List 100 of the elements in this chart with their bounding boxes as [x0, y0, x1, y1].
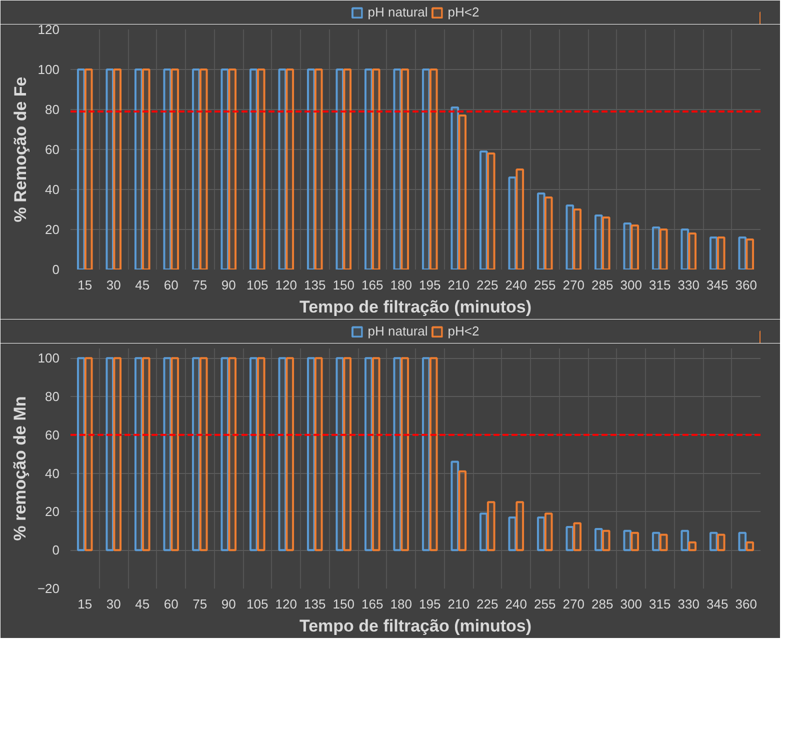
bar — [249, 68, 258, 270]
bar — [306, 68, 316, 270]
x-tick-label: 270 — [562, 596, 584, 612]
x-tick-label: 240 — [505, 278, 527, 292]
bar — [142, 357, 150, 552]
bar — [486, 152, 496, 270]
x-tick-label: 255 — [534, 596, 556, 612]
bar — [336, 68, 344, 270]
x-tick-label: 285 — [592, 596, 614, 612]
bar — [220, 68, 230, 270]
bar — [170, 68, 180, 270]
bar — [738, 532, 747, 552]
y-tick-label: 0 — [52, 262, 60, 277]
bar — [508, 176, 517, 270]
x-tick-label: 120 — [275, 596, 297, 612]
bar — [192, 357, 200, 552]
bar — [738, 236, 747, 270]
bar — [422, 68, 430, 270]
x-tick-label: 165 — [362, 278, 384, 292]
bar — [566, 526, 574, 552]
bar — [630, 224, 640, 270]
bar — [659, 228, 668, 270]
x-tick-label: 180 — [390, 596, 412, 612]
bar — [688, 541, 697, 552]
x-tick-label: 150 — [332, 596, 354, 612]
y-tick-label: 100 — [38, 62, 60, 77]
x-tick-label: 360 — [735, 278, 757, 292]
x-tick-label: 330 — [678, 596, 700, 612]
x-tick-label: 45 — [135, 278, 150, 292]
bar — [228, 68, 237, 270]
bar — [544, 512, 553, 552]
bar — [652, 226, 660, 270]
bar — [422, 357, 430, 552]
bar — [306, 357, 316, 552]
y-axis-title: % remoção de Mn — [10, 396, 30, 541]
bar — [84, 357, 93, 552]
x-tick-label: 240 — [505, 596, 527, 612]
bar — [450, 106, 460, 270]
bar — [458, 470, 467, 552]
bar — [113, 357, 122, 552]
bar — [199, 357, 208, 552]
bar — [364, 68, 373, 270]
bar — [709, 236, 718, 270]
bar — [573, 208, 582, 270]
x-tick-label: 75 — [192, 278, 208, 292]
y-tick-label: 60 — [45, 427, 60, 442]
bar — [716, 236, 726, 270]
x-tick-label: 60 — [164, 278, 178, 292]
bar — [594, 214, 603, 270]
bar — [106, 68, 114, 270]
y-axis-title: % Remoção de Fe — [10, 76, 30, 222]
bar — [716, 534, 726, 552]
y-tick-label: 0 — [52, 542, 60, 558]
y-tick-label: 80 — [45, 102, 60, 117]
x-tick-label: 330 — [678, 278, 700, 292]
x-tick-label: 300 — [620, 596, 642, 612]
y-tick-label: 20 — [45, 504, 60, 520]
bar — [364, 357, 373, 552]
bar — [372, 357, 380, 552]
x-axis-title: Tempo de filtração (minutos) — [299, 298, 532, 316]
bar — [594, 528, 603, 552]
bar — [429, 68, 438, 270]
x-tick-label: 105 — [246, 278, 268, 292]
bar — [746, 541, 754, 552]
bar — [602, 216, 610, 270]
x-tick-label: 90 — [221, 596, 236, 612]
x-tick-label: 270 — [562, 278, 584, 292]
bar — [516, 501, 524, 552]
bar — [400, 357, 410, 552]
bar — [479, 150, 488, 270]
x-tick-label: 30 — [106, 596, 121, 612]
bar — [286, 357, 294, 552]
x-tick-label: 15 — [78, 278, 92, 292]
bar — [163, 68, 172, 270]
bar — [84, 68, 93, 270]
bar — [450, 460, 460, 552]
bar — [249, 357, 258, 552]
bar — [623, 530, 632, 552]
bar — [76, 357, 86, 552]
x-tick-label: 195 — [419, 596, 441, 612]
x-tick-label: 210 — [448, 596, 470, 612]
y-tick-label: −20 — [37, 581, 60, 596]
bar — [544, 196, 553, 270]
bar — [314, 68, 323, 270]
bar — [623, 222, 632, 270]
bar — [393, 357, 402, 552]
bar — [343, 357, 352, 552]
y-tick-label: 120 — [38, 22, 60, 37]
y-tick-label: 100 — [38, 350, 60, 366]
bar — [336, 357, 344, 552]
x-tick-label: 180 — [390, 278, 412, 292]
bar — [220, 357, 230, 552]
bar — [106, 357, 114, 552]
bar — [286, 68, 294, 270]
y-tick-label: 80 — [45, 389, 60, 404]
x-tick-label: 90 — [221, 278, 236, 292]
bar — [602, 530, 610, 552]
bar — [228, 357, 237, 552]
x-tick-label: 315 — [649, 596, 671, 612]
x-tick-label: 225 — [476, 278, 498, 292]
